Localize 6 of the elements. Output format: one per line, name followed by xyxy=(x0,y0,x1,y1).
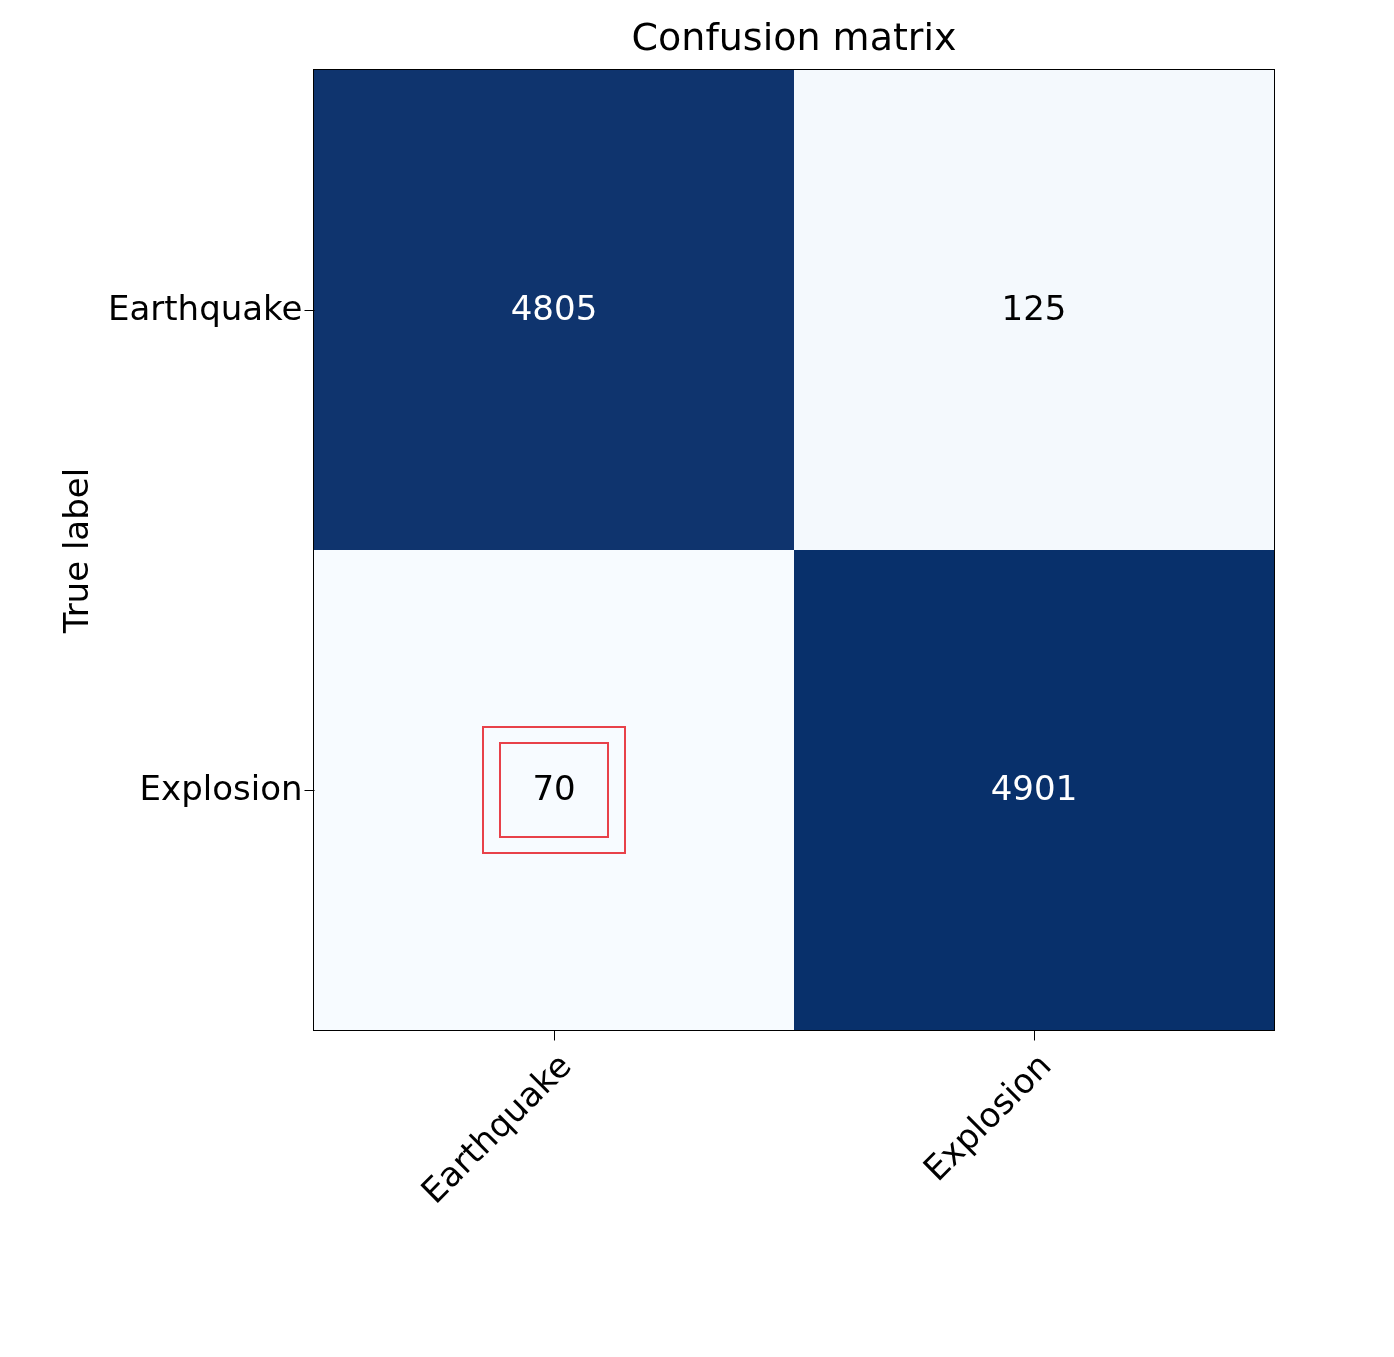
chart-title: Confusion matrix xyxy=(631,15,957,59)
y-axis-title: True label xyxy=(55,467,96,635)
data-label: 70 xyxy=(532,768,576,808)
data-label: 4805 xyxy=(510,288,598,328)
data-label: 4901 xyxy=(990,768,1078,808)
data-label: 125 xyxy=(1001,288,1067,328)
